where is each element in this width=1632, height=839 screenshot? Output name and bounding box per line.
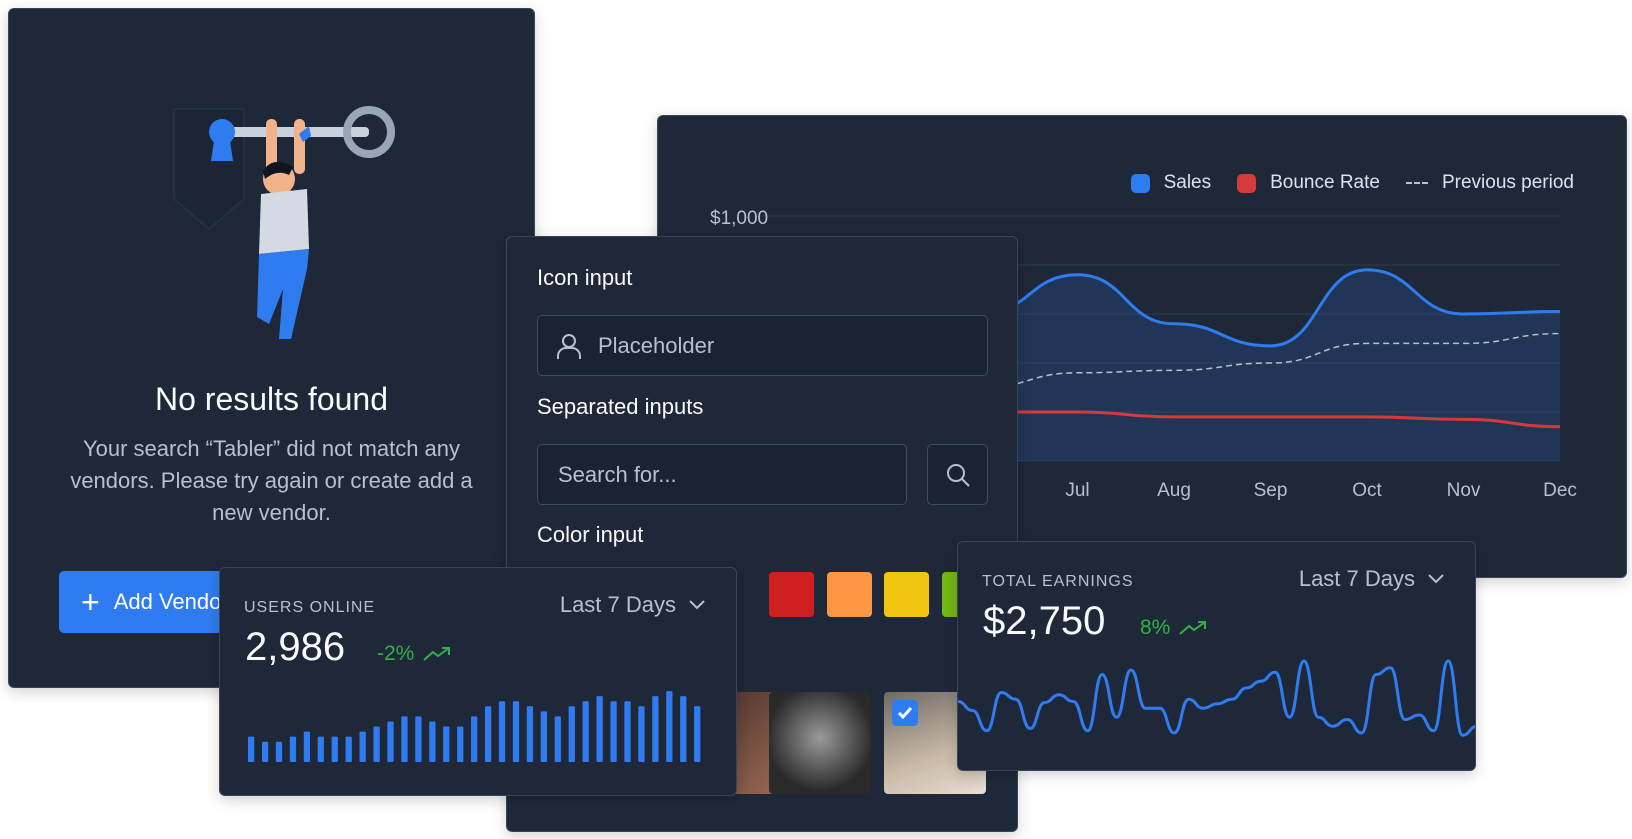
- bar-28: [624, 701, 631, 762]
- bar-29: [638, 706, 645, 762]
- users-online-card: USERS ONLINE Last 7 Days 2,986 -2%: [219, 567, 737, 796]
- total-earnings-value: $2,750: [983, 599, 1106, 643]
- users-online-delta-value: -2%: [377, 642, 415, 665]
- bar-15: [443, 726, 450, 762]
- bar-6: [317, 736, 324, 762]
- earnings-line: [958, 659, 1475, 737]
- trend-icon: [1179, 621, 1207, 635]
- empty-state-description: Your search “Tabler” did not match any v…: [70, 436, 473, 525]
- icon-input-field[interactable]: Placeholder: [537, 315, 988, 376]
- legend-swatch-sales: [1130, 173, 1150, 193]
- legend-swatch-previous-period: [1405, 182, 1428, 184]
- bar-11: [387, 721, 394, 762]
- users-online-bar-chart: [248, 691, 701, 762]
- bar-23: [554, 716, 561, 762]
- chevron-down-icon: [689, 600, 705, 610]
- users-online-range-dropdown[interactable]: Last 7 Days: [560, 592, 706, 618]
- total-earnings-delta: 8%: [1140, 616, 1208, 640]
- bar-20: [512, 701, 520, 762]
- total-earnings-card: TOTAL EARNINGS Last 7 Days $2,750 8%: [957, 541, 1476, 771]
- bar-31: [666, 691, 673, 762]
- bar-9: [359, 731, 366, 762]
- icon-input-placeholder: Placeholder: [598, 332, 715, 358]
- legend-label-bounce-rate: Bounce Rate: [1270, 172, 1380, 193]
- bar-30: [652, 696, 659, 762]
- user-icon: [557, 334, 581, 359]
- bar-18: [484, 706, 492, 762]
- legend-item-sales: Sales: [1130, 172, 1212, 194]
- total-earnings-line-chart: [958, 659, 1475, 737]
- bar-1: [248, 736, 255, 762]
- total-earnings-range-dropdown[interactable]: Last 7 Days: [1299, 566, 1445, 592]
- image-option-2[interactable]: [769, 692, 871, 794]
- bar-3: [275, 741, 283, 762]
- users-online-label: USERS ONLINE: [244, 599, 376, 616]
- legend-item-previous-period: Previous period: [1405, 172, 1574, 194]
- legend-label-sales: Sales: [1163, 172, 1212, 193]
- empty-state-title: No results found: [154, 381, 388, 417]
- bar-32: [680, 696, 687, 762]
- bar-25: [582, 701, 589, 762]
- chart-legend: Sales Bounce Rate Previous period: [1105, 172, 1574, 194]
- bar-19: [498, 701, 506, 762]
- bar-7: [331, 736, 338, 762]
- x-tick-label: Nov: [1447, 480, 1481, 501]
- icon-input-label: Icon input: [537, 265, 633, 290]
- x-tick-label: Jul: [1065, 480, 1089, 501]
- x-tick-label: Oct: [1352, 480, 1382, 501]
- search-button[interactable]: [927, 444, 988, 505]
- color-swatch-yellow[interactable]: [884, 572, 929, 617]
- color-input-label: Color input: [537, 522, 644, 547]
- bar-13: [415, 716, 422, 762]
- checkbox-checked-icon[interactable]: [892, 700, 918, 726]
- bar-26: [596, 696, 603, 762]
- users-online-delta: -2%: [377, 642, 452, 666]
- total-earnings-range-label: Last 7 Days: [1298, 566, 1415, 591]
- legend-label-previous-period: Previous period: [1441, 172, 1574, 193]
- legend-item-bounce-rate: Bounce Rate: [1237, 172, 1380, 194]
- total-earnings-label: TOTAL EARNINGS: [982, 573, 1134, 590]
- bar-16: [457, 726, 464, 762]
- legend-swatch-bounce-rate: [1237, 173, 1257, 193]
- bar-8: [345, 736, 352, 762]
- add-vendor-label: Add Vendor: [113, 589, 229, 614]
- bar-4: [289, 736, 297, 762]
- bar-12: [401, 716, 408, 762]
- chevron-down-icon: [1428, 574, 1444, 584]
- bar-24: [568, 706, 575, 762]
- search-icon: [946, 463, 970, 487]
- bar-21: [526, 706, 534, 762]
- y-axis-max-label: $1,000: [710, 208, 769, 229]
- bar-27: [610, 701, 617, 762]
- color-swatch-red[interactable]: [769, 572, 814, 617]
- total-earnings-delta-value: 8%: [1140, 616, 1171, 639]
- separated-inputs-label: Separated inputs: [537, 394, 704, 419]
- x-tick-label: Aug: [1157, 480, 1191, 501]
- bar-5: [303, 731, 311, 762]
- bar-14: [429, 721, 436, 762]
- bar-17: [471, 716, 478, 762]
- search-input[interactable]: Search for...: [537, 444, 907, 505]
- trend-icon: [423, 647, 451, 661]
- search-input-placeholder: Search for...: [558, 461, 677, 487]
- users-online-value: 2,986: [245, 625, 346, 669]
- color-swatch-orange[interactable]: [827, 572, 872, 617]
- users-online-range-label: Last 7 Days: [559, 592, 676, 617]
- bar-22: [540, 711, 547, 762]
- bar-2: [261, 741, 269, 762]
- x-tick-label: Dec: [1543, 480, 1577, 501]
- plus-icon: +: [81, 584, 100, 620]
- bar-33: [694, 706, 701, 762]
- x-tick-label: Sep: [1254, 480, 1288, 501]
- weightlifter-illustration: [173, 106, 395, 339]
- bar-10: [373, 726, 380, 762]
